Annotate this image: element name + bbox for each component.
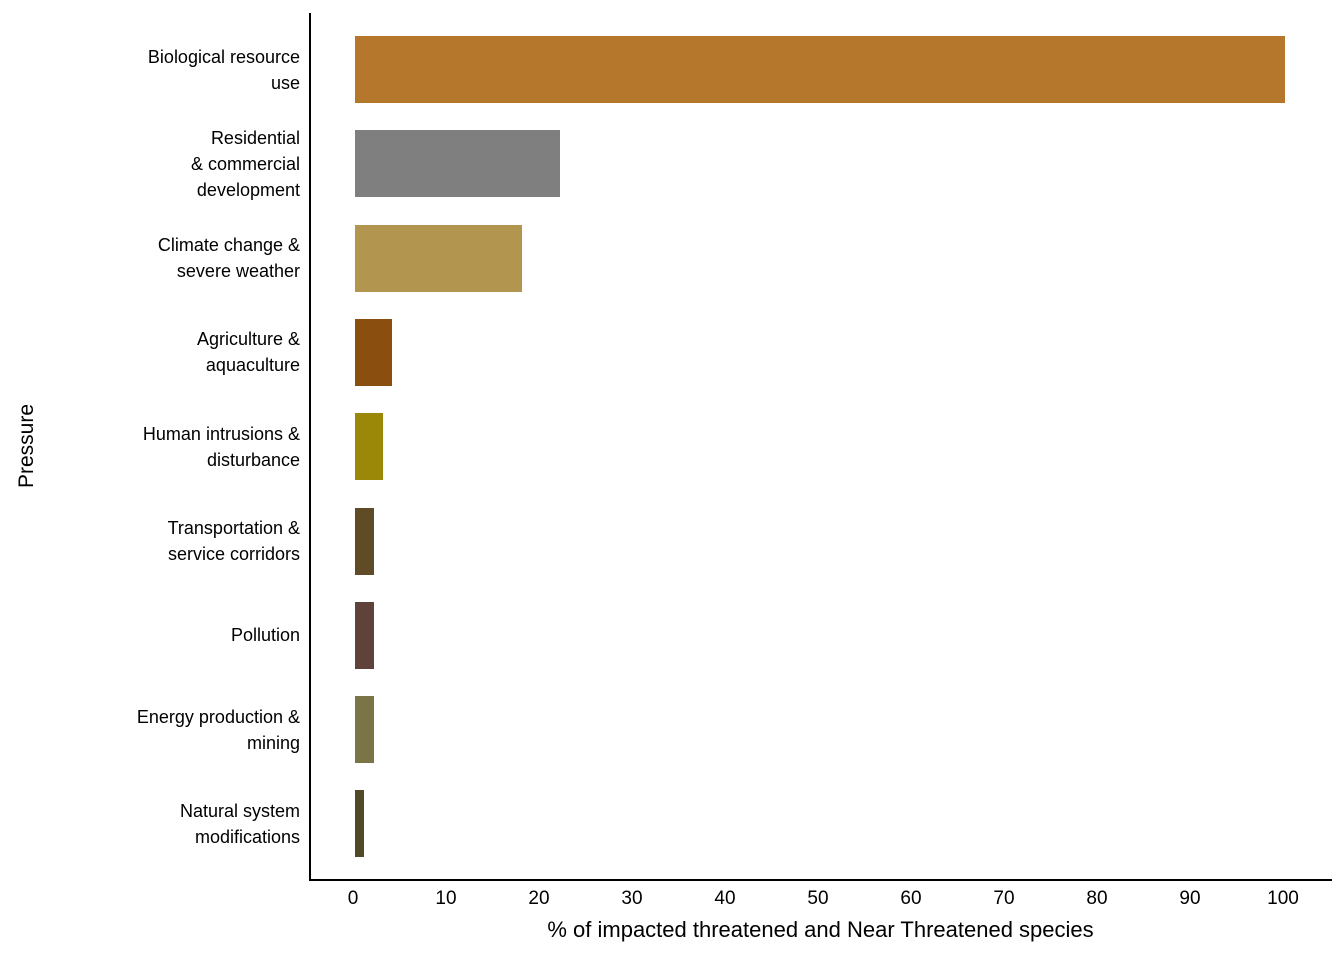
x-tick-label-100: 100	[1267, 888, 1299, 909]
category-label-human-intrusions-disturbance: Human intrusions & disturbance	[143, 421, 300, 473]
category-label-energy-production-mining: Energy production & mining	[137, 704, 300, 756]
category-label-line: service corridors	[167, 544, 300, 564]
bar-residential-commercial-development	[355, 130, 560, 198]
plot-panel	[309, 13, 1332, 881]
bar-pollution	[355, 601, 374, 669]
x-tick-label-60: 60	[900, 888, 922, 909]
category-label-line: Agriculture &	[196, 329, 300, 350]
category-label-line: development	[196, 179, 300, 200]
category-label-line: severe weather	[176, 261, 300, 282]
category-label-line: Energy production &	[136, 706, 300, 727]
bar-climate-change-severe-weather	[355, 224, 523, 292]
category-label-transportation-service-corridors: Transportation & service corridors	[168, 515, 300, 567]
category-label-line: & commercial	[190, 153, 300, 174]
x-tick-label-80: 80	[1086, 888, 1108, 909]
x-tick-label-10: 10	[435, 888, 457, 909]
category-label-line: mining	[246, 732, 300, 753]
x-tick-label-30: 30	[621, 888, 643, 909]
category-label-line: Transportation &	[167, 518, 300, 538]
x-tick-label-20: 20	[528, 888, 550, 909]
category-label-line: modifications	[194, 826, 300, 847]
category-label-line: Biological resource	[147, 46, 300, 67]
bar-natural-system-modifications	[355, 790, 365, 858]
x-axis-title: % of impacted threatened and Near Threat…	[547, 917, 1094, 942]
category-label-climate-change-severe-weather: Climate change & severe weather	[158, 232, 300, 284]
bar-human-intrusions-disturbance	[355, 413, 383, 481]
category-label-line: Pollution	[230, 625, 300, 646]
category-label-residential-commercial-development: Residential & commercial development	[191, 125, 300, 203]
category-label-line: disturbance	[206, 449, 300, 470]
category-label-line: aquaculture	[205, 355, 300, 376]
category-label-line: Human intrusions &	[142, 423, 300, 444]
category-label-line: Natural system	[179, 800, 300, 821]
x-tick-label-0: 0	[347, 888, 359, 909]
category-label-line: Climate change &	[157, 235, 300, 256]
category-label-biological-resource-use: Biological resource use	[148, 44, 300, 96]
bar-energy-production-mining	[355, 696, 374, 764]
category-label-line: use	[270, 72, 300, 93]
x-tick-label-90: 90	[1179, 888, 1201, 909]
bar-agriculture-aquaculture	[355, 318, 393, 386]
category-label-agriculture-aquaculture: Agriculture & aquaculture	[197, 326, 300, 378]
category-label-natural-system-modifications: Natural system modifications	[180, 798, 300, 850]
x-tick-label-50: 50	[807, 888, 829, 909]
x-tick-label-70: 70	[993, 888, 1015, 909]
category-label-line: Residential	[210, 127, 300, 148]
x-tick-label-40: 40	[714, 888, 736, 909]
category-label-pollution: Pollution	[231, 622, 300, 648]
bar-biological-resource-use	[355, 36, 1285, 103]
bar-transportation-service-corridors	[355, 507, 374, 575]
y-axis-title: Pressure	[15, 403, 38, 489]
